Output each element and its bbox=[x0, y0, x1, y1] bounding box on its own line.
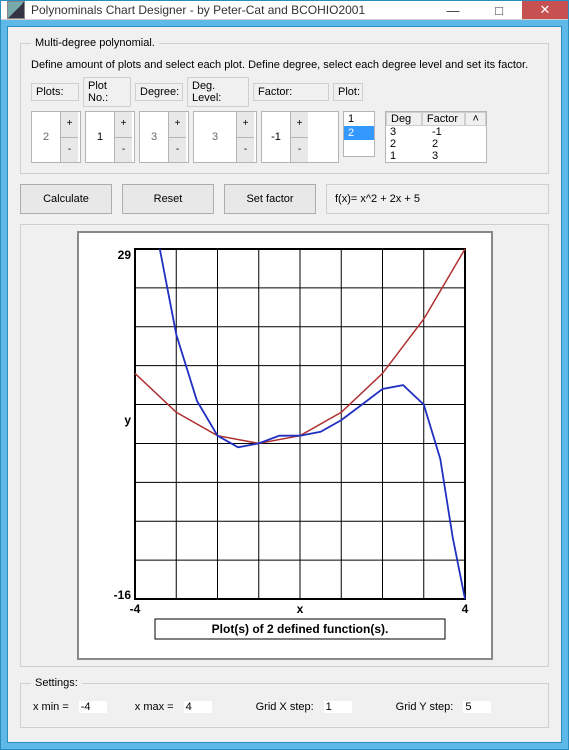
degree-value: 3 bbox=[140, 112, 168, 162]
plotno-stepper[interactable]: 1 + - bbox=[85, 111, 135, 163]
plotno-value: 1 bbox=[86, 112, 114, 162]
header-plot: Plot: bbox=[333, 83, 363, 101]
chart-inner: 29 -16 y -4 4 x Plot(s) of 2 defined function(… bbox=[77, 231, 493, 660]
maximize-button[interactable]: □ bbox=[476, 1, 522, 19]
table-scroll-up-icon[interactable]: ˄ bbox=[465, 112, 486, 126]
header-plots: Plots: bbox=[31, 83, 79, 101]
instructions-text: Define amount of plots and select each p… bbox=[31, 59, 538, 71]
table-header-deg: Deg bbox=[386, 112, 422, 126]
svg-text:x: x bbox=[296, 602, 303, 616]
setfactor-button[interactable]: Set factor bbox=[224, 184, 316, 214]
close-button[interactable]: ✕ bbox=[522, 1, 568, 19]
header-plotno: Plot No.: bbox=[83, 77, 131, 107]
table-cell-factor: 3 bbox=[428, 150, 480, 162]
chart-panel: 29 -16 y -4 4 x Plot(s) of 2 defined function(… bbox=[20, 224, 549, 667]
table-row[interactable]: 22 bbox=[386, 138, 486, 150]
plot-list-item[interactable]: 1 bbox=[344, 112, 374, 126]
svg-text:Plot(s) of 2 defined function(: Plot(s) of 2 defined function(s). bbox=[211, 622, 388, 636]
header-degree: Degree: bbox=[135, 83, 183, 101]
plotno-down-button[interactable]: - bbox=[114, 137, 132, 163]
header-deglevel: Deg. Level: bbox=[187, 77, 249, 107]
factor-stepper[interactable]: -1 + - bbox=[261, 111, 339, 163]
svg-text:29: 29 bbox=[117, 248, 131, 262]
gridx-label: Grid X step: bbox=[256, 701, 314, 713]
degree-stepper[interactable]: 3 + - bbox=[139, 111, 189, 163]
controls-row: 2 + - 1 + - 3 + bbox=[31, 111, 538, 163]
xmax-input[interactable]: 4 bbox=[184, 701, 212, 713]
table-header-factor: Factor bbox=[422, 112, 465, 126]
plots-down-button[interactable]: - bbox=[60, 137, 78, 163]
svg-text:-16: -16 bbox=[113, 588, 131, 602]
deglevel-down-button[interactable]: - bbox=[236, 137, 254, 163]
window-buttons: — □ ✕ bbox=[430, 1, 568, 19]
minimize-button[interactable]: — bbox=[430, 1, 476, 19]
app-icon bbox=[7, 1, 25, 19]
svg-text:4: 4 bbox=[461, 602, 468, 616]
factor-down-button[interactable]: - bbox=[290, 137, 308, 163]
degree-down-button[interactable]: - bbox=[168, 137, 186, 163]
xmin-input[interactable]: -4 bbox=[79, 701, 107, 713]
xmax-label: x max = bbox=[135, 701, 174, 713]
deglevel-stepper[interactable]: 3 + - bbox=[193, 111, 257, 163]
formula-display: f(x)= x^2 + 2x + 5 bbox=[326, 184, 549, 214]
table-cell-factor: -1 bbox=[428, 126, 480, 138]
table-row[interactable]: 3-1 bbox=[386, 126, 486, 138]
table-cell-deg: 1 bbox=[386, 150, 428, 162]
header-factor: Factor: bbox=[253, 83, 329, 101]
factor-up-button[interactable]: + bbox=[290, 112, 308, 137]
reset-button[interactable]: Reset bbox=[122, 184, 214, 214]
factor-value: -1 bbox=[262, 112, 290, 162]
window-title: Polynominals Chart Designer - by Peter-C… bbox=[31, 3, 430, 17]
gridy-label: Grid Y step: bbox=[396, 701, 454, 713]
plot-listbox[interactable]: 12 bbox=[343, 111, 375, 157]
client-area: Multi-degree polynomial. Define amount o… bbox=[7, 26, 562, 743]
gridy-input[interactable]: 5 bbox=[463, 701, 491, 713]
app-window: Polynominals Chart Designer - by Peter-C… bbox=[0, 0, 569, 750]
plots-stepper[interactable]: 2 + - bbox=[31, 111, 81, 163]
settings-legend: Settings: bbox=[31, 677, 82, 689]
plots-value: 2 bbox=[32, 112, 60, 162]
settings-group: Settings: x min = -4 x max = 4 Grid X st… bbox=[20, 677, 549, 728]
settings-row: x min = -4 x max = 4 Grid X step: 1 Grid… bbox=[31, 697, 538, 717]
button-row: Calculate Reset Set factor f(x)= x^2 + 2… bbox=[20, 184, 549, 214]
calculate-button[interactable]: Calculate bbox=[20, 184, 112, 214]
plots-up-button[interactable]: + bbox=[60, 112, 78, 137]
deglevel-up-button[interactable]: + bbox=[236, 112, 254, 137]
plotno-up-button[interactable]: + bbox=[114, 112, 132, 137]
degree-factor-table[interactable]: Deg Factor ˄ 3-12213 bbox=[385, 111, 487, 163]
plot-list-item[interactable]: 2 bbox=[344, 126, 374, 140]
chart-svg: 29 -16 y -4 4 x Plot(s) of 2 defined function(… bbox=[85, 239, 485, 649]
svg-text:y: y bbox=[124, 413, 131, 427]
polynomial-group: Multi-degree polynomial. Define amount o… bbox=[20, 37, 549, 174]
svg-text:-4: -4 bbox=[129, 602, 140, 616]
titlebar: Polynominals Chart Designer - by Peter-C… bbox=[1, 1, 568, 20]
table-row[interactable]: 13 bbox=[386, 150, 486, 162]
deglevel-value: 3 bbox=[194, 112, 236, 162]
polynomial-legend: Multi-degree polynomial. bbox=[31, 37, 159, 49]
table-cell-factor: 2 bbox=[428, 138, 480, 150]
column-headers: Plots: Plot No.: Degree: Deg. Level: Fac… bbox=[31, 77, 538, 107]
xmin-label: x min = bbox=[33, 701, 69, 713]
table-cell-deg: 3 bbox=[386, 126, 428, 138]
table-cell-deg: 2 bbox=[386, 138, 428, 150]
gridx-input[interactable]: 1 bbox=[324, 701, 352, 713]
degree-up-button[interactable]: + bbox=[168, 112, 186, 137]
